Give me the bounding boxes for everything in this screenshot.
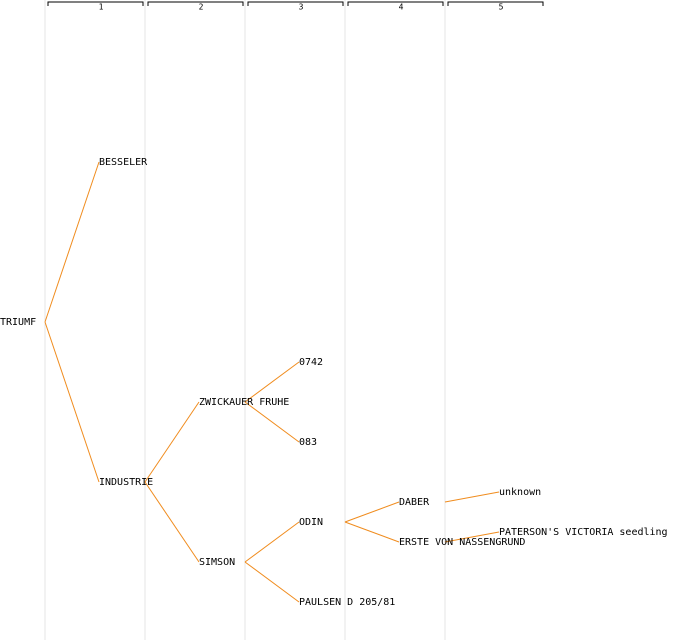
edge xyxy=(244,561,300,603)
column-bracket xyxy=(347,1,444,6)
edge xyxy=(144,401,200,483)
node-label: TRIUMF xyxy=(0,317,36,328)
node-label: BESSELER xyxy=(99,157,148,168)
edge xyxy=(44,161,100,323)
node-label: SIMSON xyxy=(199,557,235,568)
node-label: DABER xyxy=(399,497,430,508)
edge xyxy=(144,481,200,563)
edge xyxy=(44,321,100,483)
column-number: 5 xyxy=(499,3,504,12)
node-label: ZWICKAUER FRUHE xyxy=(199,397,289,408)
edge xyxy=(244,361,300,403)
edge xyxy=(244,401,300,443)
node-label: 0742 xyxy=(299,357,323,368)
column-bracket xyxy=(47,1,144,6)
edge xyxy=(444,531,500,543)
edge xyxy=(344,521,400,543)
column-bracket xyxy=(247,1,344,6)
column-number: 3 xyxy=(299,3,304,12)
node-label: unknown xyxy=(499,487,541,498)
column-bracket xyxy=(147,1,244,6)
edge xyxy=(244,521,300,563)
node-label: ERSTE VON NASSENGRUND xyxy=(399,537,525,548)
edge xyxy=(444,491,500,503)
node-label: INDUSTRIE xyxy=(99,477,153,488)
column-number: 2 xyxy=(199,3,204,12)
node-label: PAULSEN D 205/81 xyxy=(299,597,395,608)
node-label: ODIN xyxy=(299,517,323,528)
column-number: 1 xyxy=(99,3,104,12)
edge xyxy=(344,501,400,523)
node-label: PATERSON'S VICTORIA seedling xyxy=(499,527,668,538)
column-number: 4 xyxy=(399,3,404,12)
column-bracket xyxy=(447,1,544,6)
node-label: 083 xyxy=(299,437,317,448)
